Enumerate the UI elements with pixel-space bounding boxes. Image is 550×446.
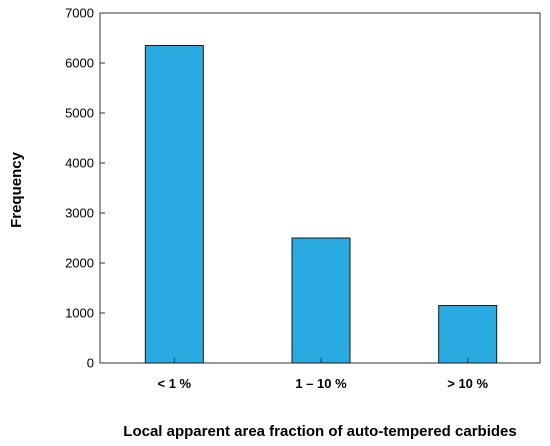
y-tick-label: 0 [87, 356, 94, 371]
bars-group [144, 45, 498, 364]
y-tick-label: 5000 [65, 106, 94, 121]
bar [144, 45, 204, 364]
y-tick-label: 4000 [65, 156, 94, 171]
y-tick-label: 3000 [65, 206, 94, 221]
y-tick-label: 2000 [65, 256, 94, 271]
x-axis: < 1 % 1 – 10 % > 10 % [158, 358, 489, 391]
x-tick-label: < 1 % [158, 376, 192, 391]
x-tick-label: > 10 % [447, 376, 488, 391]
y-tick-label: 1000 [65, 306, 94, 321]
x-axis-title: Local apparent area fraction of auto-tem… [123, 423, 516, 440]
bar [291, 237, 351, 364]
x-tick-label: 1 – 10 % [295, 376, 347, 391]
y-tick-label: 7000 [65, 6, 94, 21]
bar [438, 305, 498, 364]
y-axis-title: Frequency [8, 151, 25, 228]
y-tick-label: 6000 [65, 56, 94, 71]
y-axis: 0 1000 2000 3000 4000 5000 6000 7000 [65, 6, 105, 371]
